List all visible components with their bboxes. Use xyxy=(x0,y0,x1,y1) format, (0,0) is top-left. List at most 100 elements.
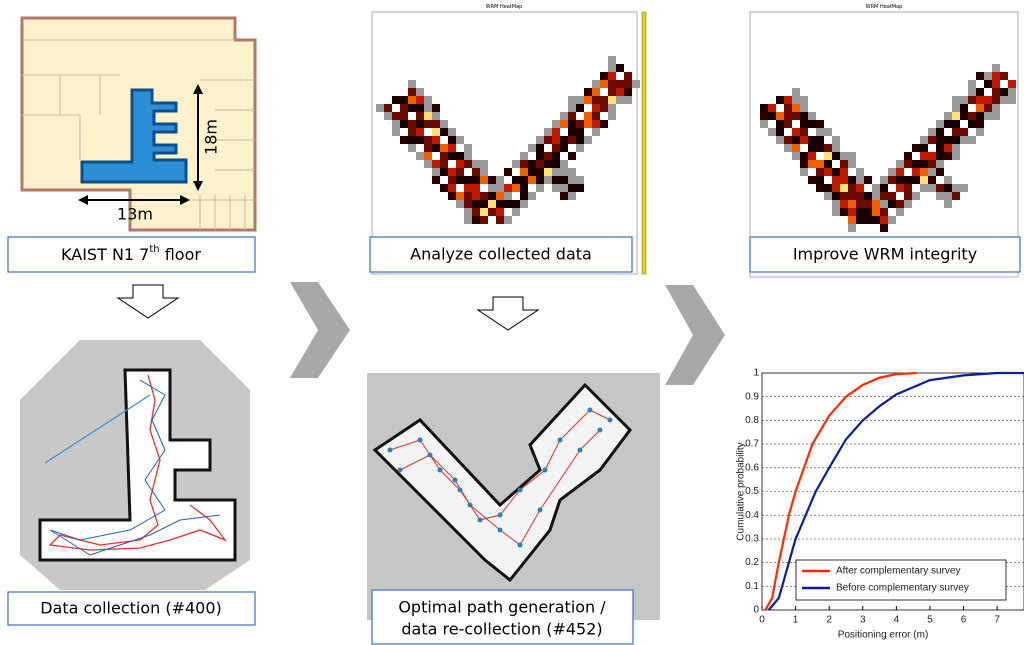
heat-cell xyxy=(424,120,432,128)
heat-cell xyxy=(504,216,512,224)
heatmap-title: WRM HeatMap xyxy=(486,4,523,10)
heat-cell xyxy=(816,168,824,176)
heat-cell xyxy=(784,136,792,144)
heat-cell xyxy=(512,184,520,192)
heat-cell xyxy=(608,56,616,64)
heat-cell xyxy=(616,64,624,72)
heat-cell xyxy=(880,208,888,216)
flow-arrow xyxy=(665,285,725,385)
heat-cell xyxy=(864,192,872,200)
heat-cell xyxy=(936,160,944,168)
heat-cell xyxy=(944,120,952,128)
heat-cell xyxy=(992,72,1000,80)
flow-arrow xyxy=(290,282,350,378)
heat-cell xyxy=(968,88,976,96)
heat-cell xyxy=(928,152,936,160)
heat-cell xyxy=(472,216,480,224)
heat-cell xyxy=(592,96,600,104)
heat-cell xyxy=(840,208,848,216)
heat-cell xyxy=(800,112,808,120)
x-tick-label: 7 xyxy=(994,615,1000,626)
x-tick-label: 3 xyxy=(860,615,866,626)
heat-cell xyxy=(808,144,816,152)
heat-cell xyxy=(456,152,464,160)
heat-cell xyxy=(600,80,608,88)
legend-label: Before complementary survey xyxy=(836,583,969,594)
heat-cell xyxy=(808,160,816,168)
heat-cell xyxy=(888,168,896,176)
heat-cell xyxy=(432,176,440,184)
heat-cell xyxy=(424,152,432,160)
heat-cell xyxy=(552,152,560,160)
heat-cell xyxy=(864,200,872,208)
heat-cell xyxy=(864,208,872,216)
y-tick-label: 0.1 xyxy=(745,581,759,592)
heat-cell xyxy=(568,104,576,112)
heat-cell xyxy=(792,104,800,112)
heat-cell xyxy=(448,168,456,176)
heat-cell xyxy=(608,112,616,120)
heat-cell xyxy=(920,160,928,168)
heat-cell xyxy=(968,80,976,88)
heat-cell xyxy=(408,88,416,96)
heat-cell xyxy=(440,144,448,152)
heat-cell xyxy=(432,144,440,152)
heat-cell xyxy=(392,128,400,136)
heat-cell xyxy=(552,184,560,192)
heat-cell xyxy=(592,128,600,136)
heat-cell xyxy=(992,64,1000,72)
heat-cell xyxy=(976,128,984,136)
heat-cell xyxy=(856,168,864,176)
x-tick-label: 4 xyxy=(894,615,900,626)
y-tick-label: 0.6 xyxy=(745,462,759,473)
heat-cell xyxy=(848,208,856,216)
heat-cell xyxy=(808,176,816,184)
heat-cell xyxy=(528,160,536,168)
heat-cell xyxy=(520,200,528,208)
dimension-label: 13m xyxy=(117,205,153,224)
heat-cell xyxy=(952,104,960,112)
heat-cell xyxy=(880,192,888,200)
heat-cell xyxy=(568,184,576,192)
heat-cell xyxy=(432,112,440,120)
heat-cell xyxy=(424,112,432,120)
heat-cell xyxy=(576,128,584,136)
heat-cell xyxy=(840,168,848,176)
heat-cell xyxy=(544,160,552,168)
heat-cell xyxy=(408,80,416,88)
y-tick-label: 0.9 xyxy=(745,391,759,402)
heat-cell xyxy=(960,184,968,192)
heat-cell xyxy=(568,136,576,144)
heat-cell xyxy=(848,152,856,160)
heat-cell xyxy=(952,112,960,120)
heat-cell xyxy=(456,192,464,200)
heat-cell xyxy=(936,184,944,192)
heat-cell xyxy=(624,72,632,80)
heat-cell xyxy=(616,88,624,96)
heat-cell xyxy=(568,128,576,136)
heat-cell xyxy=(864,216,872,224)
heat-cell xyxy=(576,176,584,184)
step-label: Optimal path generation / xyxy=(398,598,606,617)
heat-cell xyxy=(464,208,472,216)
heat-cell xyxy=(944,200,952,208)
heat-cell xyxy=(576,184,584,192)
heat-cell xyxy=(872,208,880,216)
heat-cell xyxy=(560,168,568,176)
heat-cell xyxy=(992,112,1000,120)
heat-cell xyxy=(448,176,456,184)
heat-cell xyxy=(440,160,448,168)
heat-cell xyxy=(416,112,424,120)
heat-cell xyxy=(448,144,456,152)
heat-cell xyxy=(424,96,432,104)
heat-cell xyxy=(536,152,544,160)
heat-cell xyxy=(848,192,856,200)
down-arrow xyxy=(478,297,538,330)
heat-cell xyxy=(784,120,792,128)
step-label: data re-collection (#452) xyxy=(401,620,602,639)
heat-cell xyxy=(440,152,448,160)
heat-cell xyxy=(984,96,992,104)
heat-cell xyxy=(952,144,960,152)
heat-cell xyxy=(968,96,976,104)
survey-map xyxy=(20,340,250,590)
